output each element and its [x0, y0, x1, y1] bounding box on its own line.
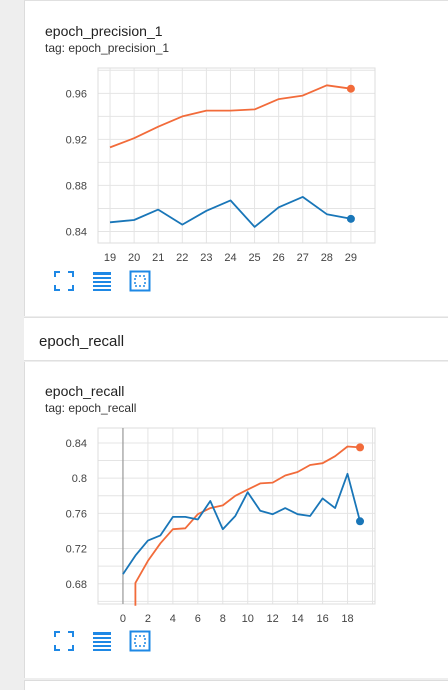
x-tick-label: 28: [321, 252, 333, 264]
series-endpoint-0: [356, 443, 365, 452]
chart-tag: tag: epoch_precision_1: [45, 41, 170, 55]
precision-chart[interactable]: 0.84 0.88 0.92 0.96 19 20 21 22 23 24 25 26 27 28 29: [25, 1, 448, 271]
fullscreen-icon[interactable]: [53, 270, 75, 292]
x-tick-label: 0: [120, 613, 126, 625]
x-tick-label: 10: [242, 613, 254, 625]
series-line-0: [109, 84, 352, 149]
plot-frame: [97, 67, 376, 244]
fit-domain-icon[interactable]: [129, 630, 151, 652]
y-tick-label: 0.96: [66, 88, 87, 100]
y-tick-label: 0.92: [66, 134, 87, 146]
x-tick-label: 24: [224, 252, 236, 264]
fit-domain-icon[interactable]: [129, 270, 151, 292]
series-endpoint-1: [346, 214, 355, 223]
x-tick-label: 29: [345, 252, 357, 264]
x-tick-label: 19: [104, 252, 116, 264]
series-endpoint-0: [346, 84, 355, 93]
y-tick-label: 0.68: [66, 579, 87, 591]
x-tick-label: 18: [341, 613, 353, 625]
x-tick-label: 25: [248, 252, 260, 264]
x-tick-label: 2: [145, 613, 151, 625]
section-header[interactable]: epoch_recall: [24, 317, 448, 361]
series-endpoint-1: [356, 517, 365, 526]
x-tick-label: 4: [170, 613, 176, 625]
chart-tag: tag: epoch_recall: [45, 401, 137, 415]
y-tick-label: 0.88: [66, 180, 87, 192]
plot-frame: [97, 427, 376, 605]
y-tick-label: 0.8: [72, 473, 87, 485]
chart-title: epoch_recall: [45, 383, 125, 399]
x-tick-label: 26: [273, 252, 285, 264]
x-tick-label: 14: [292, 613, 304, 625]
x-tick-label: 8: [220, 613, 226, 625]
y-tick-label: 0.76: [66, 508, 87, 520]
x-tick-label: 6: [195, 613, 201, 625]
x-tick-label: 23: [200, 252, 212, 264]
chart-card-precision: epoch_precision_1 tag: epoch_precision_1…: [24, 0, 448, 316]
series-line-0: [134, 445, 361, 606]
x-tick-label: 20: [128, 252, 140, 264]
section-title: epoch_recall: [39, 333, 125, 350]
x-tick-label: 21: [152, 252, 164, 264]
y-tick-label: 0.72: [66, 544, 87, 556]
recall-chart[interactable]: 0.68 0.72 0.76 0.8 0.84 0 2 4 6 8 10 12 14 16 18: [25, 362, 448, 632]
x-tick-label: 12: [267, 613, 279, 625]
series-line-1: [122, 472, 361, 575]
x-tick-label: 22: [176, 252, 188, 264]
x-tick-label: 16: [316, 613, 328, 625]
data-table-icon[interactable]: [91, 270, 113, 292]
chart-card-recall: epoch_recall tag: epoch_recall 0.68 0.72 0…: [24, 362, 448, 678]
chart-toolbar: [53, 270, 151, 292]
x-tick-label: 27: [297, 252, 309, 264]
y-tick-label: 0.84: [66, 438, 87, 450]
fullscreen-icon[interactable]: [53, 630, 75, 652]
chart-toolbar: [53, 630, 151, 652]
chart-title: epoch_precision_1: [45, 23, 163, 39]
data-table-icon[interactable]: [91, 630, 113, 652]
series-line-1: [109, 195, 352, 228]
y-tick-label: 0.84: [66, 226, 87, 238]
chart-card-next: [24, 680, 448, 690]
